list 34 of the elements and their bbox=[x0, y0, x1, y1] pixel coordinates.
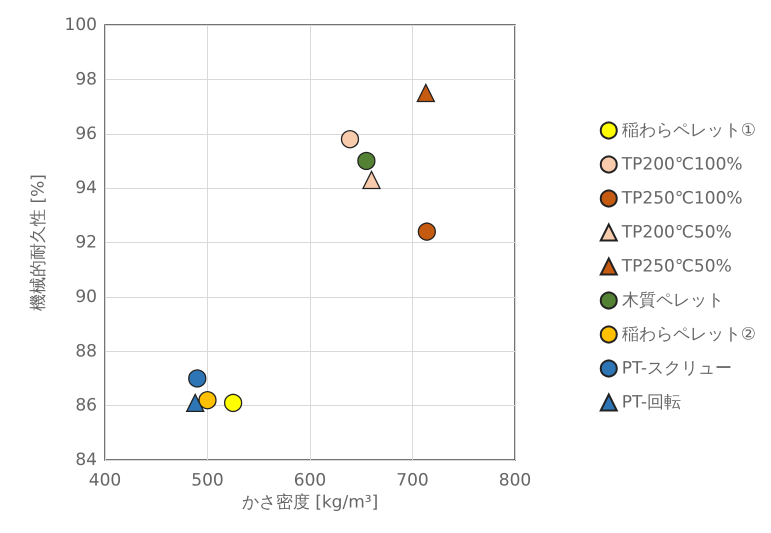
y-tick-label: 96 bbox=[75, 124, 97, 144]
y-axis-title: 機械的耐久性 [%] bbox=[28, 174, 48, 311]
y-tick-label: 84 bbox=[75, 450, 97, 470]
point bbox=[357, 152, 376, 170]
legend-label: 木質ペレット bbox=[622, 290, 724, 310]
x-tick-label: 700 bbox=[396, 470, 429, 490]
x-tick-label: 600 bbox=[294, 470, 326, 490]
y-tick-label: 88 bbox=[75, 341, 97, 362]
y-tick-label: 90 bbox=[75, 286, 97, 307]
y-tick-label: 100 bbox=[64, 15, 97, 35]
y-tick-label: 86 bbox=[75, 396, 97, 416]
x-tick-label: 800 bbox=[498, 470, 532, 490]
legend-label: PT-スクリュー bbox=[622, 358, 732, 378]
point bbox=[224, 394, 242, 412]
point bbox=[362, 170, 381, 190]
point bbox=[186, 394, 204, 412]
x-tick-label: 500 bbox=[191, 470, 224, 490]
point bbox=[416, 84, 435, 102]
point bbox=[198, 391, 217, 410]
x-axis-title: かさ密度 [kg/m³] bbox=[242, 492, 378, 512]
point bbox=[340, 130, 360, 148]
x-tick-label: 400 bbox=[88, 470, 122, 490]
y-tick-label: 94 bbox=[75, 178, 97, 198]
point bbox=[418, 222, 436, 241]
point bbox=[188, 369, 206, 388]
legend-label: TP200℃50% bbox=[620, 222, 732, 242]
legend-label: TP250℃100% bbox=[620, 188, 743, 208]
legend-label: TP250℃50% bbox=[620, 256, 732, 276]
y-tick-label: 98 bbox=[75, 69, 97, 90]
legend-label: PT-回転 bbox=[622, 392, 681, 412]
legend-label: 稲わらペレット② bbox=[622, 324, 756, 344]
y-tick-label: 92 bbox=[75, 232, 97, 252]
legend-label: 稲わらペレット① bbox=[622, 120, 756, 140]
legend-label: TP200℃100% bbox=[620, 154, 743, 174]
